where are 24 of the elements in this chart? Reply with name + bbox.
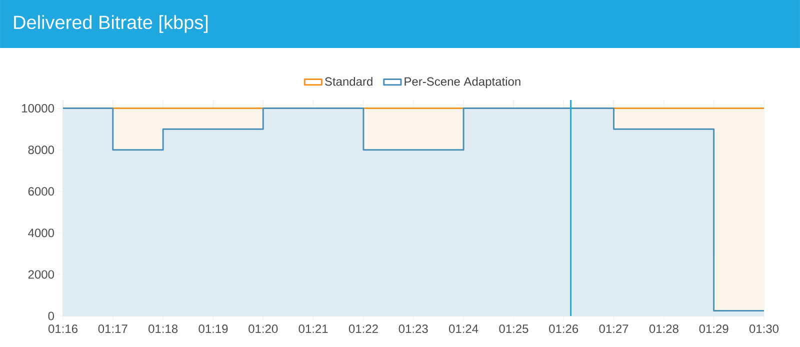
x-tick-label: 01:20	[248, 324, 278, 334]
x-tick-label: 01:29	[699, 324, 728, 334]
y-tick-label: 2000	[28, 270, 54, 279]
x-tick-label: 01:24	[448, 324, 478, 334]
x-tick-label: 01:25	[499, 324, 528, 334]
y-tick-label: 6000	[28, 187, 54, 196]
x-tick-label: 01:18	[148, 324, 178, 334]
x-tick-label: 01:16	[48, 324, 78, 334]
y-tick-label: 0	[48, 312, 54, 320]
legend-label: Standard	[325, 76, 372, 86]
y-tick-label: 10000	[22, 104, 54, 113]
x-tick-label: 01:21	[298, 324, 328, 334]
y-tick-label: 4000	[28, 228, 54, 238]
x-tick-label: 01:17	[98, 324, 128, 334]
x-tick-label: 01:19	[198, 324, 228, 334]
x-tick-label: 01:30	[749, 324, 779, 334]
legend-label: Per-Scene Adaptation	[404, 76, 520, 88]
chart-title: Delivered Bitrate [kbps]	[14, 15, 208, 33]
x-tick-label: 01:27	[599, 324, 628, 334]
x-tick-label: 01:28	[649, 324, 678, 334]
x-tick-label: 01:23	[398, 324, 428, 334]
x-tick-label: 01:22	[348, 324, 378, 334]
y-tick-label: 8000	[28, 146, 54, 154]
x-tick-label: 01:26	[549, 324, 578, 334]
